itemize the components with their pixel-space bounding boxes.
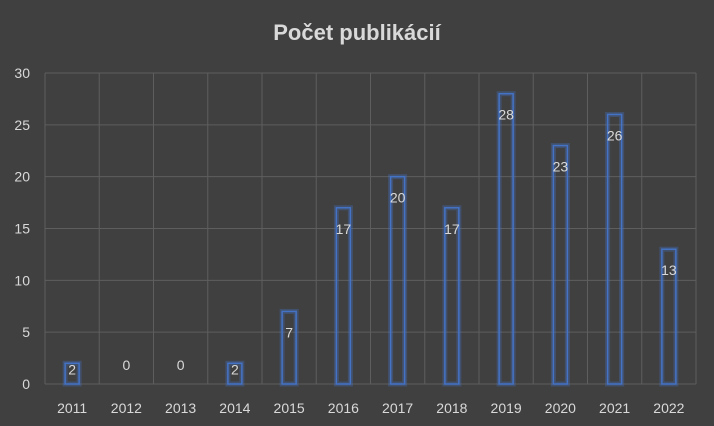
x-tick-label: 2019 [491,400,522,416]
bar [335,207,352,385]
data-label: 26 [607,127,623,143]
bar [389,175,406,385]
chart-title: Počet publikácií [273,20,441,45]
bar [64,362,80,385]
x-axis: 2011 2012 2013 2014 2015 2016 2017 2018 2019 2020… [57,400,685,416]
y-tick-label: 30 [14,65,30,81]
x-tick-label: 2021 [599,400,630,416]
x-tick-label: 2014 [219,400,250,416]
x-tick-label: 2018 [436,400,467,416]
bar-glow [279,308,299,387]
bar [498,92,514,385]
data-label: 28 [498,107,514,123]
bars [62,91,679,387]
bar [661,248,677,385]
bar-glow [496,91,516,387]
grid [44,72,697,385]
bar [281,310,297,385]
x-tick-label: 2016 [328,400,359,416]
bar-glow [605,111,625,387]
data-label: 0 [177,357,185,373]
bar [227,362,243,385]
bar-glow [550,143,570,387]
y-tick-label: 0 [22,376,30,392]
y-tick-label: 5 [22,324,30,340]
x-tick-label: 2011 [57,400,87,416]
data-label: 2 [231,361,239,377]
y-tick-label: 20 [14,169,30,185]
x-tick-label: 2017 [382,400,413,416]
y-tick-label: 25 [14,117,30,133]
data-label: 17 [444,221,460,237]
x-tick-label: 2012 [111,400,142,416]
data-label: 20 [390,190,406,206]
data-label: 2 [68,361,76,377]
x-tick-label: 2015 [274,400,305,416]
x-tick-label: 2013 [165,400,196,416]
bar [444,207,460,385]
x-tick-label: 2020 [545,400,576,416]
y-axis: 0 5 10 15 20 25 30 [14,65,30,392]
y-tick-label: 15 [14,221,30,237]
data-label: 13 [661,262,677,278]
x-tick-label: 2022 [653,400,684,416]
data-label: 17 [336,221,352,237]
bar [552,144,569,385]
data-label: 7 [285,324,293,340]
data-label: 23 [553,159,569,175]
bar [606,113,623,385]
data-label: 0 [122,357,130,373]
y-tick-label: 10 [14,272,30,288]
